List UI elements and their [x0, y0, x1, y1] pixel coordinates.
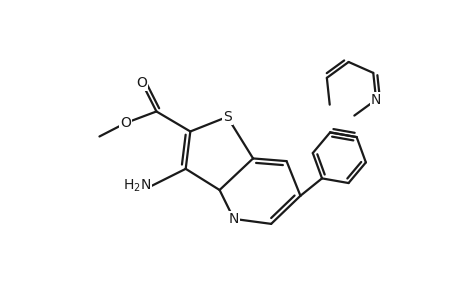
Text: N: N — [228, 212, 239, 226]
Text: S: S — [223, 110, 231, 124]
Text: O: O — [136, 76, 147, 90]
Text: H$_2$N: H$_2$N — [123, 178, 151, 194]
Text: N: N — [370, 93, 381, 107]
Text: O: O — [120, 116, 131, 130]
